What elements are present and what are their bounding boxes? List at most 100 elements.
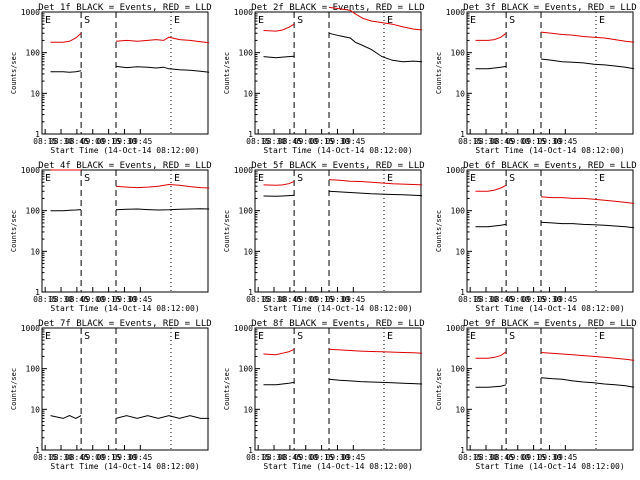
lld-series-line bbox=[115, 36, 210, 44]
interval-label: S bbox=[297, 15, 303, 26]
x-tick-label: 09:15 bbox=[97, 295, 121, 304]
x-tick-label: 09:30 bbox=[325, 137, 349, 146]
x-tick-label: 08:30 bbox=[49, 453, 73, 462]
interval-label: E bbox=[470, 331, 476, 342]
events-series-line bbox=[540, 58, 635, 70]
y-tick-label: 10 bbox=[30, 405, 40, 414]
y-tick-label: 1000 bbox=[446, 8, 465, 17]
x-tick-label: 09:30 bbox=[325, 453, 349, 462]
x-tick-label: 08:15 bbox=[246, 137, 270, 146]
x-axis-label: Start Time (14-Oct-14 08:12:00) bbox=[50, 146, 199, 155]
x-tick-label: 08:30 bbox=[262, 453, 286, 462]
x-tick-label: 08:30 bbox=[262, 295, 286, 304]
plot-frame bbox=[41, 169, 209, 293]
interval-label: S bbox=[297, 173, 303, 184]
events-series-line bbox=[328, 190, 423, 197]
plot-frame bbox=[41, 327, 209, 451]
x-tick-label: 08:30 bbox=[474, 295, 498, 304]
interval-label: E bbox=[599, 331, 605, 342]
x-tick-label: 08:30 bbox=[262, 137, 286, 146]
x-axis-label: Start Time (14-Oct-14 08:12:00) bbox=[475, 304, 624, 313]
events-series-line bbox=[115, 208, 210, 211]
y-tick-label: 1 bbox=[460, 130, 465, 139]
x-tick-label: 09:15 bbox=[522, 137, 546, 146]
y-tick-label: 1 bbox=[460, 446, 465, 455]
x-tick-label: 08:30 bbox=[49, 137, 73, 146]
interval-label: S bbox=[509, 331, 515, 342]
x-tick-label: 09:00 bbox=[506, 137, 530, 146]
x-tick-label: 08:45 bbox=[278, 137, 302, 146]
x-tick-label: 08:15 bbox=[458, 295, 482, 304]
events-series-line bbox=[115, 65, 210, 73]
x-tick-label: 09:15 bbox=[97, 453, 121, 462]
y-tick-label: 10 bbox=[455, 89, 465, 98]
plot-frame bbox=[254, 327, 422, 451]
interval-label: S bbox=[84, 15, 90, 26]
plot-frame bbox=[254, 169, 422, 293]
x-axis-label: Start Time (14-Oct-14 08:12:00) bbox=[50, 304, 199, 313]
x-tick-label: 09:15 bbox=[522, 453, 546, 462]
x-tick-label: 09:45 bbox=[341, 137, 365, 146]
panel-title: Det 9f BLACK = Events, RED = LLD bbox=[463, 319, 636, 329]
interval-label: S bbox=[84, 173, 90, 184]
x-tick-label: 09:30 bbox=[537, 137, 561, 146]
panel-det-8: Det 8f BLACK = Events, RED = LLD 1 10 100 10… bbox=[223, 319, 425, 471]
x-tick-label: 09:45 bbox=[341, 453, 365, 462]
y-axis-label: Counts/sec bbox=[223, 52, 231, 94]
lld-series-line bbox=[475, 351, 507, 359]
x-axis-label: Start Time (14-Oct-14 08:12:00) bbox=[263, 146, 412, 155]
x-tick-label: 08:15 bbox=[33, 295, 57, 304]
interval-label: E bbox=[174, 15, 180, 26]
lld-series-line bbox=[540, 31, 635, 43]
x-axis-label: Start Time (14-Oct-14 08:12:00) bbox=[475, 462, 624, 471]
lld-series-line bbox=[475, 184, 507, 192]
y-axis-label: Counts/sec bbox=[435, 368, 443, 410]
x-axis-label: Start Time (14-Oct-14 08:12:00) bbox=[50, 462, 199, 471]
x-tick-label: 09:30 bbox=[112, 137, 136, 146]
panel-title: Det 3f BLACK = Events, RED = LLD bbox=[463, 3, 636, 13]
y-tick-label: 1 bbox=[248, 130, 253, 139]
interval-label: E bbox=[45, 331, 51, 342]
y-tick-label: 1 bbox=[248, 446, 253, 455]
y-tick-label: 100 bbox=[451, 49, 466, 58]
x-tick-label: 09:15 bbox=[522, 295, 546, 304]
x-tick-label: 08:15 bbox=[458, 137, 482, 146]
x-tick-label: 09:15 bbox=[310, 137, 334, 146]
y-tick-label: 10 bbox=[455, 405, 465, 414]
x-tick-label: 09:15 bbox=[310, 295, 334, 304]
panel-det-9: Det 9f BLACK = Events, RED = LLD 1 10 100 10… bbox=[435, 319, 637, 471]
events-series-line bbox=[263, 194, 295, 197]
y-tick-label: 1 bbox=[35, 130, 40, 139]
y-axis-label: Counts/sec bbox=[223, 368, 231, 410]
x-tick-label: 09:45 bbox=[128, 453, 152, 462]
interval-label: E bbox=[470, 173, 476, 184]
plot-frame bbox=[466, 11, 634, 135]
y-tick-label: 100 bbox=[26, 49, 41, 58]
x-tick-label: 08:45 bbox=[65, 137, 89, 146]
panel-det-2: Det 2f BLACK = Events, RED = LLD 1 10 100 10… bbox=[223, 3, 425, 155]
events-series-line bbox=[475, 65, 507, 70]
panel-title: Det 7f BLACK = Events, RED = LLD bbox=[38, 319, 211, 329]
y-tick-label: 1000 bbox=[234, 8, 253, 17]
y-tick-label: 100 bbox=[26, 207, 41, 216]
x-tick-label: 08:45 bbox=[278, 295, 302, 304]
y-axis-label: Counts/sec bbox=[223, 210, 231, 252]
x-tick-label: 09:15 bbox=[97, 137, 121, 146]
lld-series-line bbox=[328, 6, 423, 31]
x-tick-label: 08:45 bbox=[490, 137, 514, 146]
y-tick-label: 100 bbox=[239, 365, 254, 374]
events-series-line bbox=[540, 221, 635, 229]
x-tick-label: 09:45 bbox=[553, 453, 577, 462]
lld-series-line bbox=[115, 183, 210, 189]
events-series-line bbox=[475, 384, 507, 388]
x-tick-label: 08:45 bbox=[490, 295, 514, 304]
y-tick-label: 1000 bbox=[21, 8, 40, 17]
interval-label: E bbox=[470, 15, 476, 26]
panel-title: Det 2f BLACK = Events, RED = LLD bbox=[251, 3, 424, 13]
x-tick-label: 09:45 bbox=[553, 295, 577, 304]
y-tick-label: 100 bbox=[26, 365, 41, 374]
lld-series-line bbox=[328, 348, 423, 354]
events-series-line bbox=[50, 415, 82, 419]
interval-label: S bbox=[509, 173, 515, 184]
